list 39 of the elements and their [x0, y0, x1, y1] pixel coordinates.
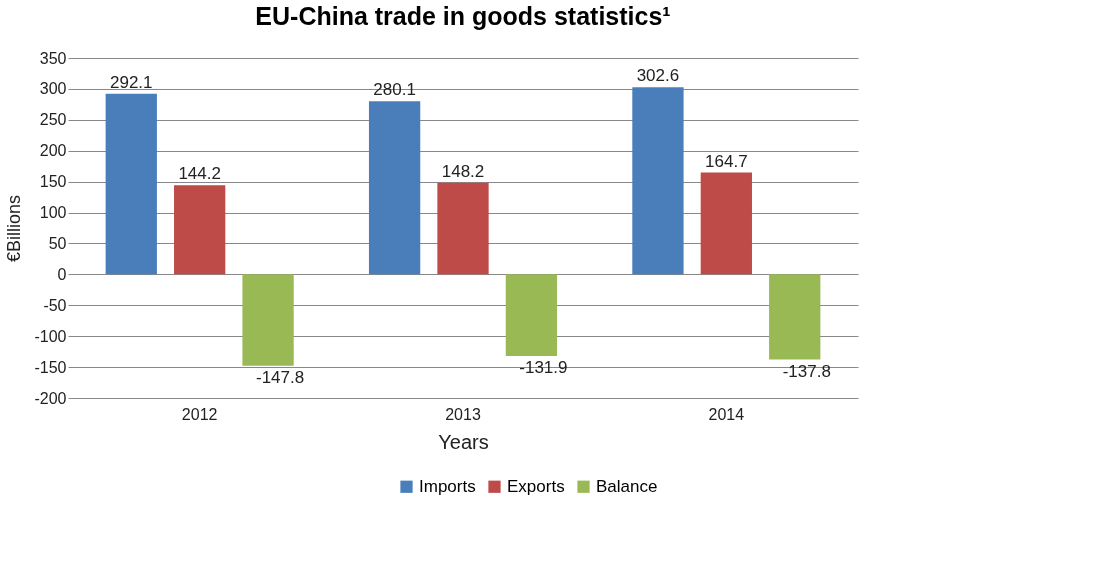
- x-tick-label: 2014: [708, 405, 745, 423]
- data-label: -131.9: [519, 357, 568, 377]
- y-tick-label: 300: [39, 80, 67, 98]
- data-label: 302.6: [636, 66, 680, 86]
- data-label: 280.1: [373, 80, 416, 100]
- y-tick-label: 50: [48, 234, 67, 252]
- legend-label: Imports: [419, 476, 476, 496]
- y-tick-label: -150: [34, 358, 67, 376]
- data-label: 164.7: [705, 151, 748, 171]
- bar: [105, 93, 157, 275]
- x-tick-label: 2012: [181, 405, 218, 423]
- legend-label: Exports: [507, 476, 565, 496]
- bar: [242, 274, 294, 366]
- bar: [769, 274, 821, 360]
- data-label: -147.8: [255, 367, 305, 387]
- y-tick-label: 150: [39, 173, 67, 191]
- bar: [174, 185, 226, 275]
- bar: [437, 182, 489, 275]
- data-label: -137.8: [782, 361, 831, 381]
- x-tick-label: 2013: [445, 405, 481, 423]
- bar: [700, 172, 752, 275]
- bar: [505, 274, 558, 356]
- y-tick-label: -50: [43, 296, 67, 314]
- y-tick-label: -100: [34, 327, 67, 345]
- x-axis-title: Years: [438, 430, 489, 453]
- data-label: 148.2: [441, 161, 485, 181]
- y-tick-label: 250: [39, 111, 67, 129]
- bar: [632, 87, 684, 275]
- chart-title: EU-China trade in goods statistics¹: [255, 2, 671, 30]
- y-tick-label: 100: [39, 204, 67, 222]
- legend-label: Balance: [596, 476, 658, 496]
- y-tick-label: 350: [39, 49, 67, 67]
- y-axis-title: €Billions: [4, 194, 25, 263]
- data-label: 292.1: [109, 72, 153, 92]
- y-tick-label: -200: [34, 389, 67, 407]
- y-tick-label: 200: [39, 142, 67, 160]
- data-label: 144.2: [178, 164, 221, 184]
- bar: [368, 101, 421, 275]
- y-tick-label: 0: [57, 265, 67, 283]
